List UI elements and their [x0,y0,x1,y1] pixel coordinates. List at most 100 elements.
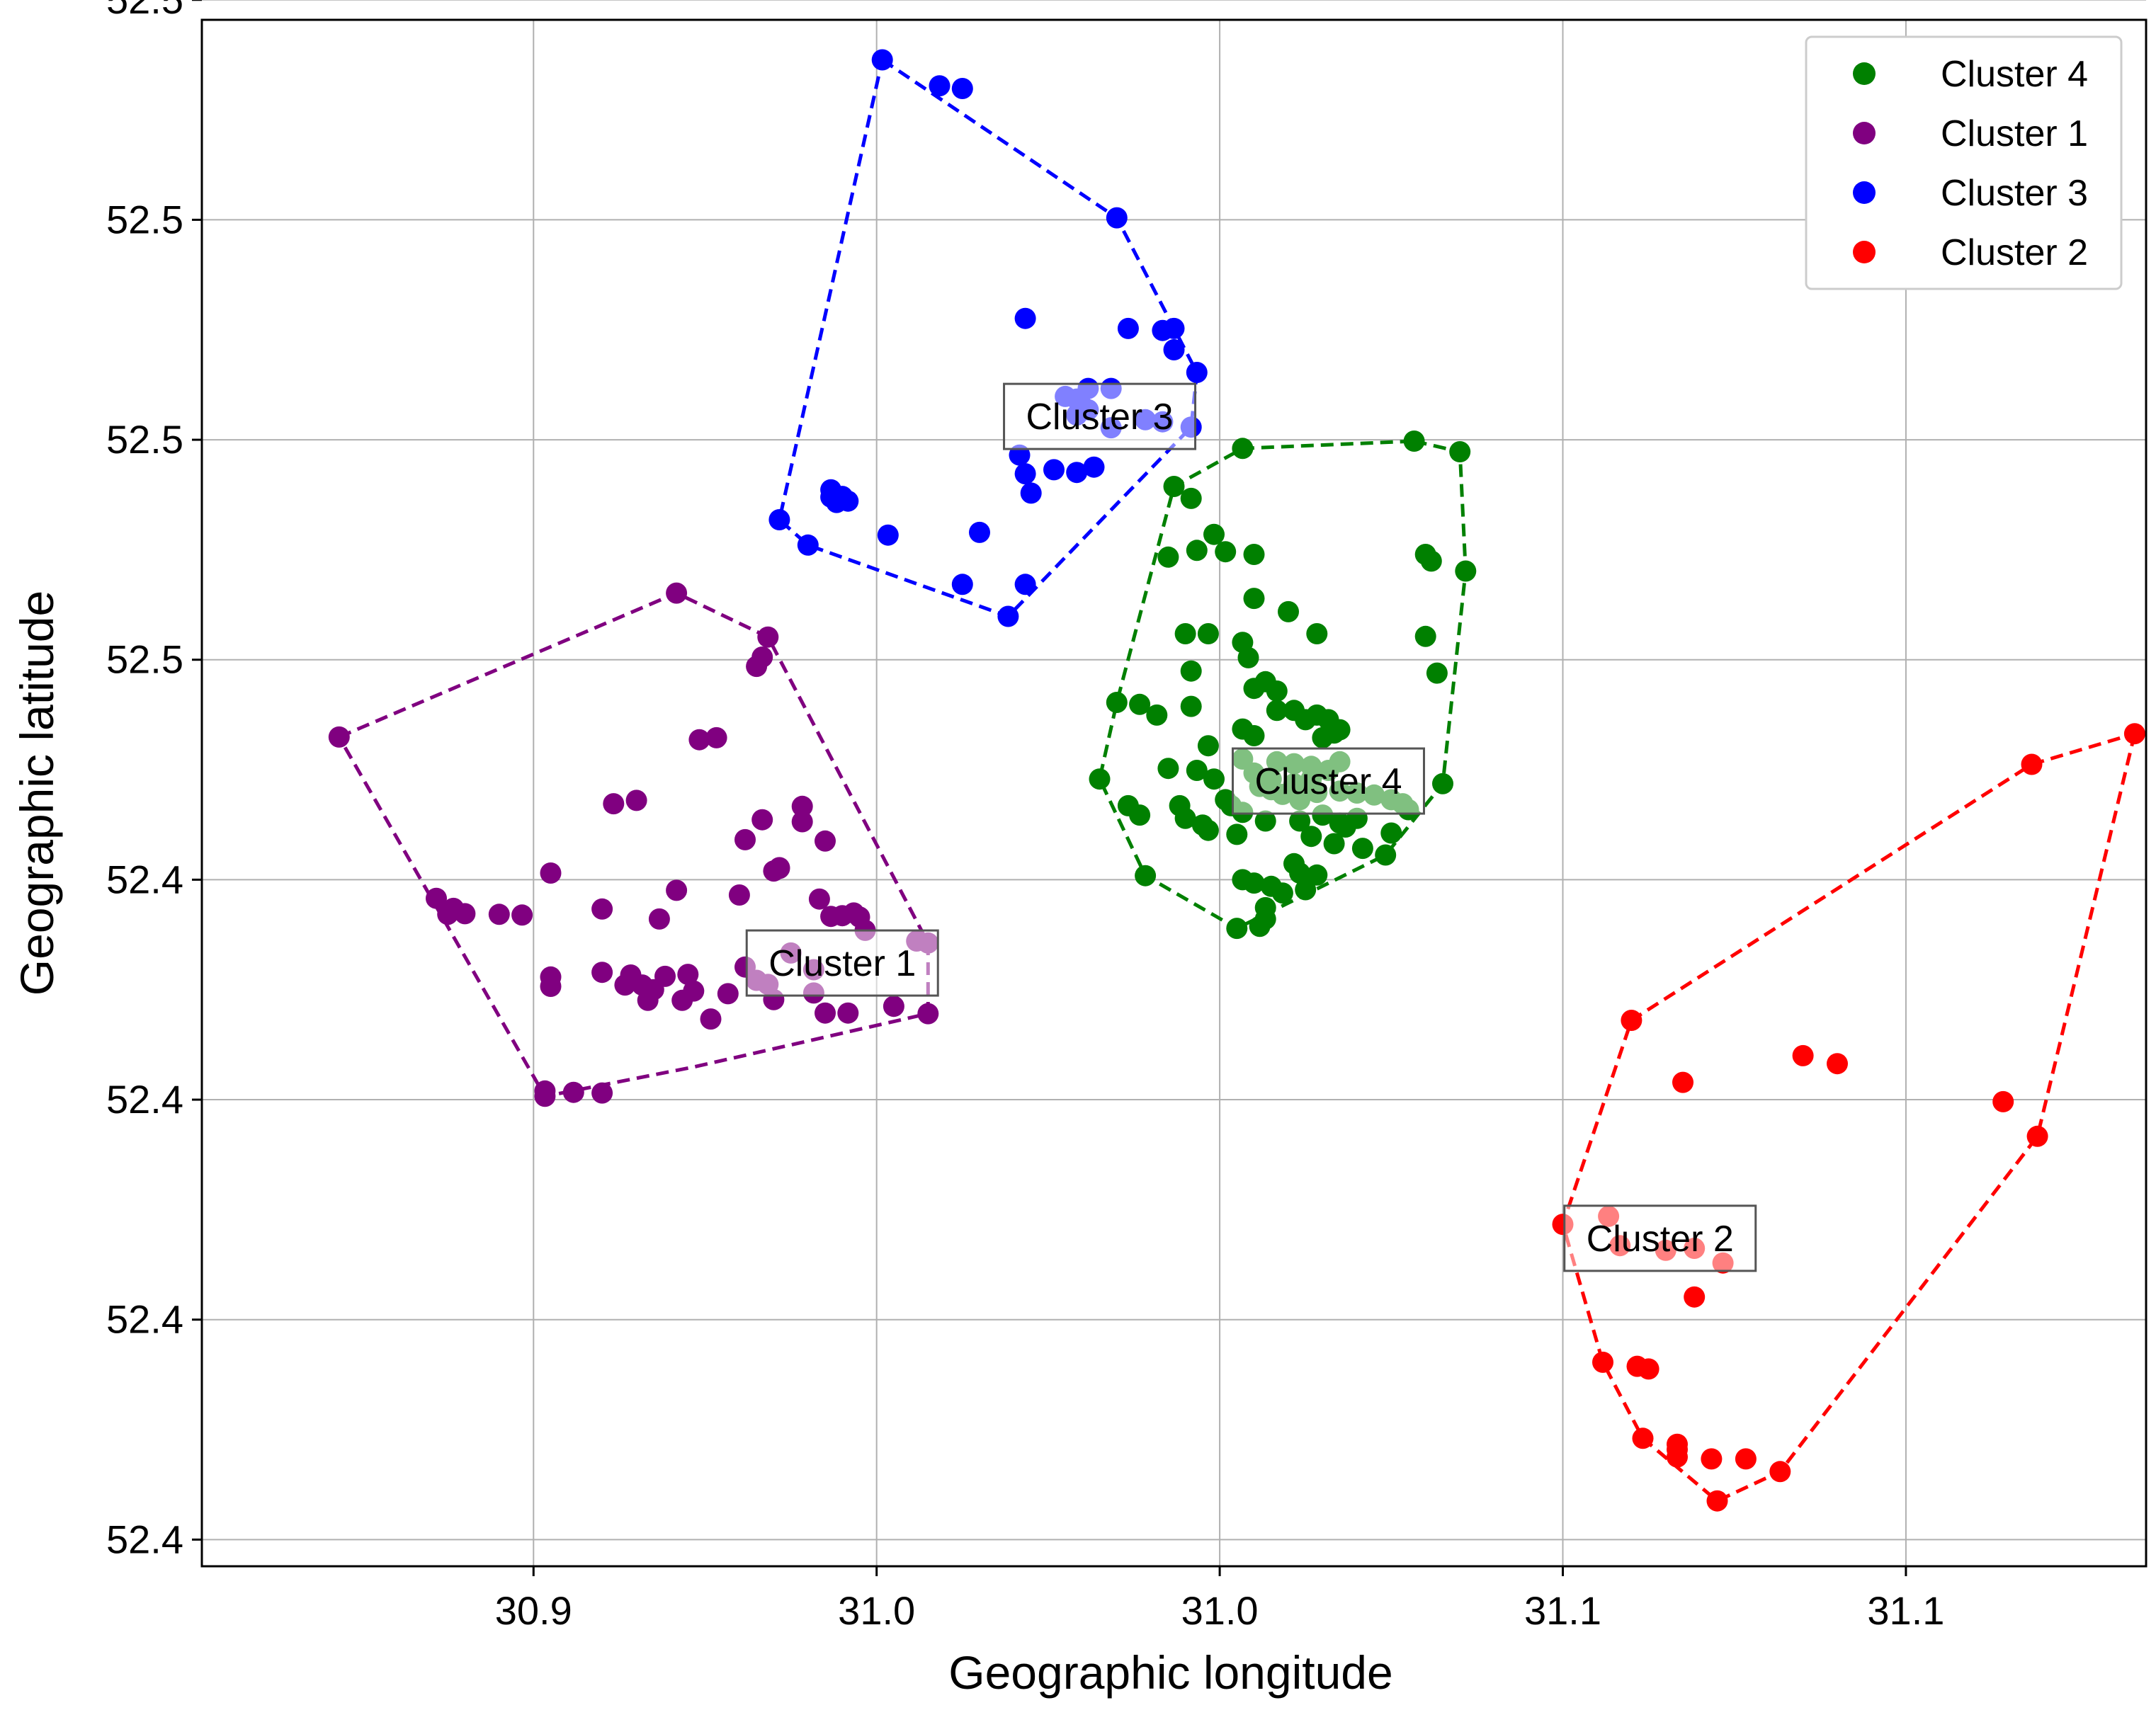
y-tick-label: 52.4 [106,857,183,901]
cluster-1-point [757,626,779,648]
cluster-1-point [815,1002,836,1024]
cluster-3-point [969,521,990,543]
cluster-4-point [1300,826,1322,848]
cluster-3-point [1020,482,1042,504]
cluster-3-point [826,491,848,513]
cluster-3-point [951,574,973,595]
cluster-1-hull [336,591,930,1099]
cluster-4-point [1106,692,1128,713]
x-tick-label: 30.9 [495,1588,572,1633]
cluster-4-point [1146,704,1168,726]
cluster-1-label: Cluster 1 [768,943,916,984]
x-axis-title: Geographic longitude [948,1646,1392,1699]
cluster-4-point [1414,625,1436,647]
cluster-4-point [1295,879,1317,901]
cluster-1-point [677,964,699,986]
x-tick-label: 31.0 [1181,1588,1259,1633]
cluster-1-point [666,582,688,604]
cluster-2-point [2123,723,2145,745]
cluster-1-point [700,1008,722,1030]
cluster-4-point [1289,862,1311,884]
cluster-1-point [832,905,853,927]
cluster-3-point [1106,207,1128,229]
cluster-1-point [591,962,613,984]
cluster-1-point [540,862,562,884]
cluster-1-point [666,879,688,901]
x-tick-label: 31.0 [838,1588,915,1633]
cluster-1-point [625,790,647,811]
cluster-3-point [929,75,951,97]
cluster-3-label: Cluster 3 [1026,397,1174,438]
cluster-4-point [1289,810,1311,832]
cluster-4-point [1163,476,1185,497]
cluster-1-point [603,793,625,815]
cluster-1-point [488,904,510,925]
cluster-4-point [1174,623,1196,644]
cluster-3-point [1014,307,1036,329]
cluster-4-point [1157,758,1179,780]
cluster-1-point [443,897,465,919]
axis-ticks: 30.9 31.0 31.0 31.1 31.1 52.4 52.4 52.4 52.4 52.5… [106,0,1944,1633]
legend-label-cluster-2: Cluster 2 [1941,232,2088,273]
cluster-4-point [1271,882,1293,904]
cluster-4-point [1432,773,1453,794]
cluster-4-point [1380,822,1402,844]
cluster-2-label: Cluster 2 [1587,1219,1734,1260]
cluster-2-point [2021,753,2043,775]
cluster-4-point [1157,546,1179,568]
cluster-4-point [1197,623,1219,644]
cluster-2-point [1621,1010,1642,1031]
legend-box [1805,35,2123,290]
y-tick-label: 52.4 [106,1297,183,1342]
cluster-1-point [791,795,813,817]
y-tick-label: 52.5 [106,0,183,22]
cluster-1-point [591,1082,613,1104]
cluster-1-point [883,996,904,1018]
cluster-4-point [1129,693,1151,715]
cluster-4-point [1455,560,1477,582]
legend-label-cluster-1: Cluster 1 [1941,113,2088,154]
cluster-4-point [1243,872,1265,894]
cluster-4-point [1186,540,1208,562]
cluster-2-point [1735,1448,1757,1470]
cluster-3-point [768,509,790,530]
cluster-4-point [1278,600,1299,622]
cluster-1-label-box [745,929,939,997]
cluster-3-point [797,534,819,556]
y-tick-label: 52.5 [106,197,183,241]
cluster-1-point [591,898,613,920]
cluster-1-point [426,887,447,909]
cluster-3-point [1163,339,1185,360]
cluster-4-point [1203,768,1225,790]
cluster-4-point [1351,838,1373,860]
cluster-4-point [1197,735,1219,757]
cluster-1-point [648,908,670,930]
cluster-4-point [1306,864,1328,886]
cluster-4-point [1243,725,1265,746]
cluster-2-point [1672,1071,1693,1093]
cluster-4-point [1237,646,1259,668]
cluster-1-point [746,656,768,678]
cluster-2-point [1769,1461,1791,1483]
cluster-4-point [1180,487,1202,509]
cluster-4-point [1254,810,1276,832]
cluster-2-point [1827,1053,1848,1075]
cluster-2-hull [1560,731,2138,1503]
cluster-3-point [1014,463,1036,485]
cluster-1-point [791,811,813,833]
cluster-4-point [1197,819,1219,841]
cluster-4-point [1243,588,1265,610]
cluster-4-point [1174,807,1196,829]
grid [202,0,2146,1566]
cluster-1-point [734,828,756,850]
cluster-2-point [1632,1427,1654,1449]
cluster-4-point [1403,431,1425,452]
cluster-4-point [1334,816,1356,838]
cluster-2-point [2026,1125,2048,1147]
legend-marker-cluster-1 [1853,122,1876,144]
cluster-4-point [1135,865,1157,887]
cluster-3-point [1117,317,1139,339]
cluster-1-point [768,857,790,879]
cluster-1-point [511,904,533,926]
cluster-1-point [728,884,750,906]
